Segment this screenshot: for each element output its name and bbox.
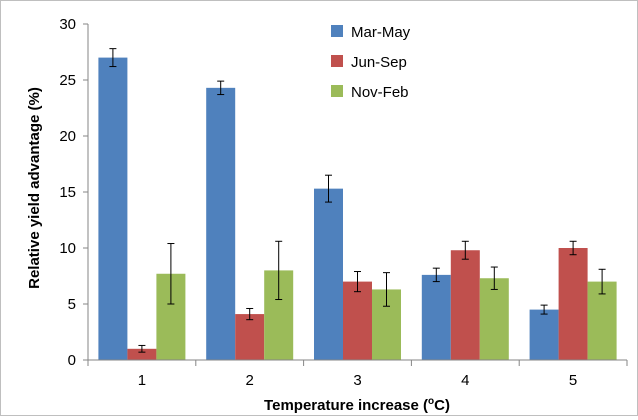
bar-jun-sep: [343, 281, 372, 360]
y-tick-label: 25: [59, 72, 76, 89]
x-tick-label: 2: [246, 372, 254, 389]
bar-mar-may: [529, 309, 559, 360]
bar-mar-may: [421, 274, 451, 360]
y-tick-label: 10: [59, 240, 76, 257]
bars-layer: [98, 57, 617, 360]
legend-label: Nov-Feb: [351, 84, 409, 101]
x-tick-label: 3: [353, 372, 361, 389]
x-ticks: 1 2 3 4 5: [87, 360, 628, 389]
x-axis-title-degree: o: [428, 396, 434, 407]
x-axis-title-main: Temperature increase (: [264, 397, 428, 414]
y-tick-label: 30: [59, 16, 76, 33]
y-tick-label: 20: [59, 128, 76, 145]
bar-jun-sep: [558, 248, 588, 360]
error-bars-layer: [109, 48, 606, 353]
bar-mar-may: [206, 87, 236, 360]
x-axis-title: Temperature increase (oC): [264, 396, 450, 414]
y-tick-label: 5: [68, 296, 76, 313]
y-ticks: 0 5 10 15 20 25 30: [59, 16, 88, 369]
y-tick-label: 15: [59, 184, 76, 201]
legend-swatch: [331, 55, 343, 67]
bar-nov-feb: [587, 281, 617, 360]
bar-nov-feb: [479, 278, 509, 360]
x-tick-label: 1: [138, 372, 146, 389]
x-tick-label: 5: [569, 372, 577, 389]
legend-swatch: [331, 85, 343, 97]
y-tick-label: 0: [68, 352, 76, 369]
bar-jun-sep: [127, 348, 157, 360]
x-tick-label: 4: [461, 372, 469, 389]
legend: Mar-May Jun-Sep Nov-Feb: [331, 24, 411, 101]
bar-jun-sep: [450, 250, 480, 360]
y-axis-title: Relative yield advantage (%): [26, 87, 43, 289]
legend-label: Jun-Sep: [351, 54, 407, 71]
legend-swatch: [331, 25, 343, 37]
bar-mar-may: [98, 57, 128, 360]
bar-jun-sep: [235, 314, 265, 360]
bar-mar-may: [314, 188, 343, 360]
x-axis-title-tail: C): [434, 397, 450, 414]
legend-label: Mar-May: [351, 24, 411, 41]
